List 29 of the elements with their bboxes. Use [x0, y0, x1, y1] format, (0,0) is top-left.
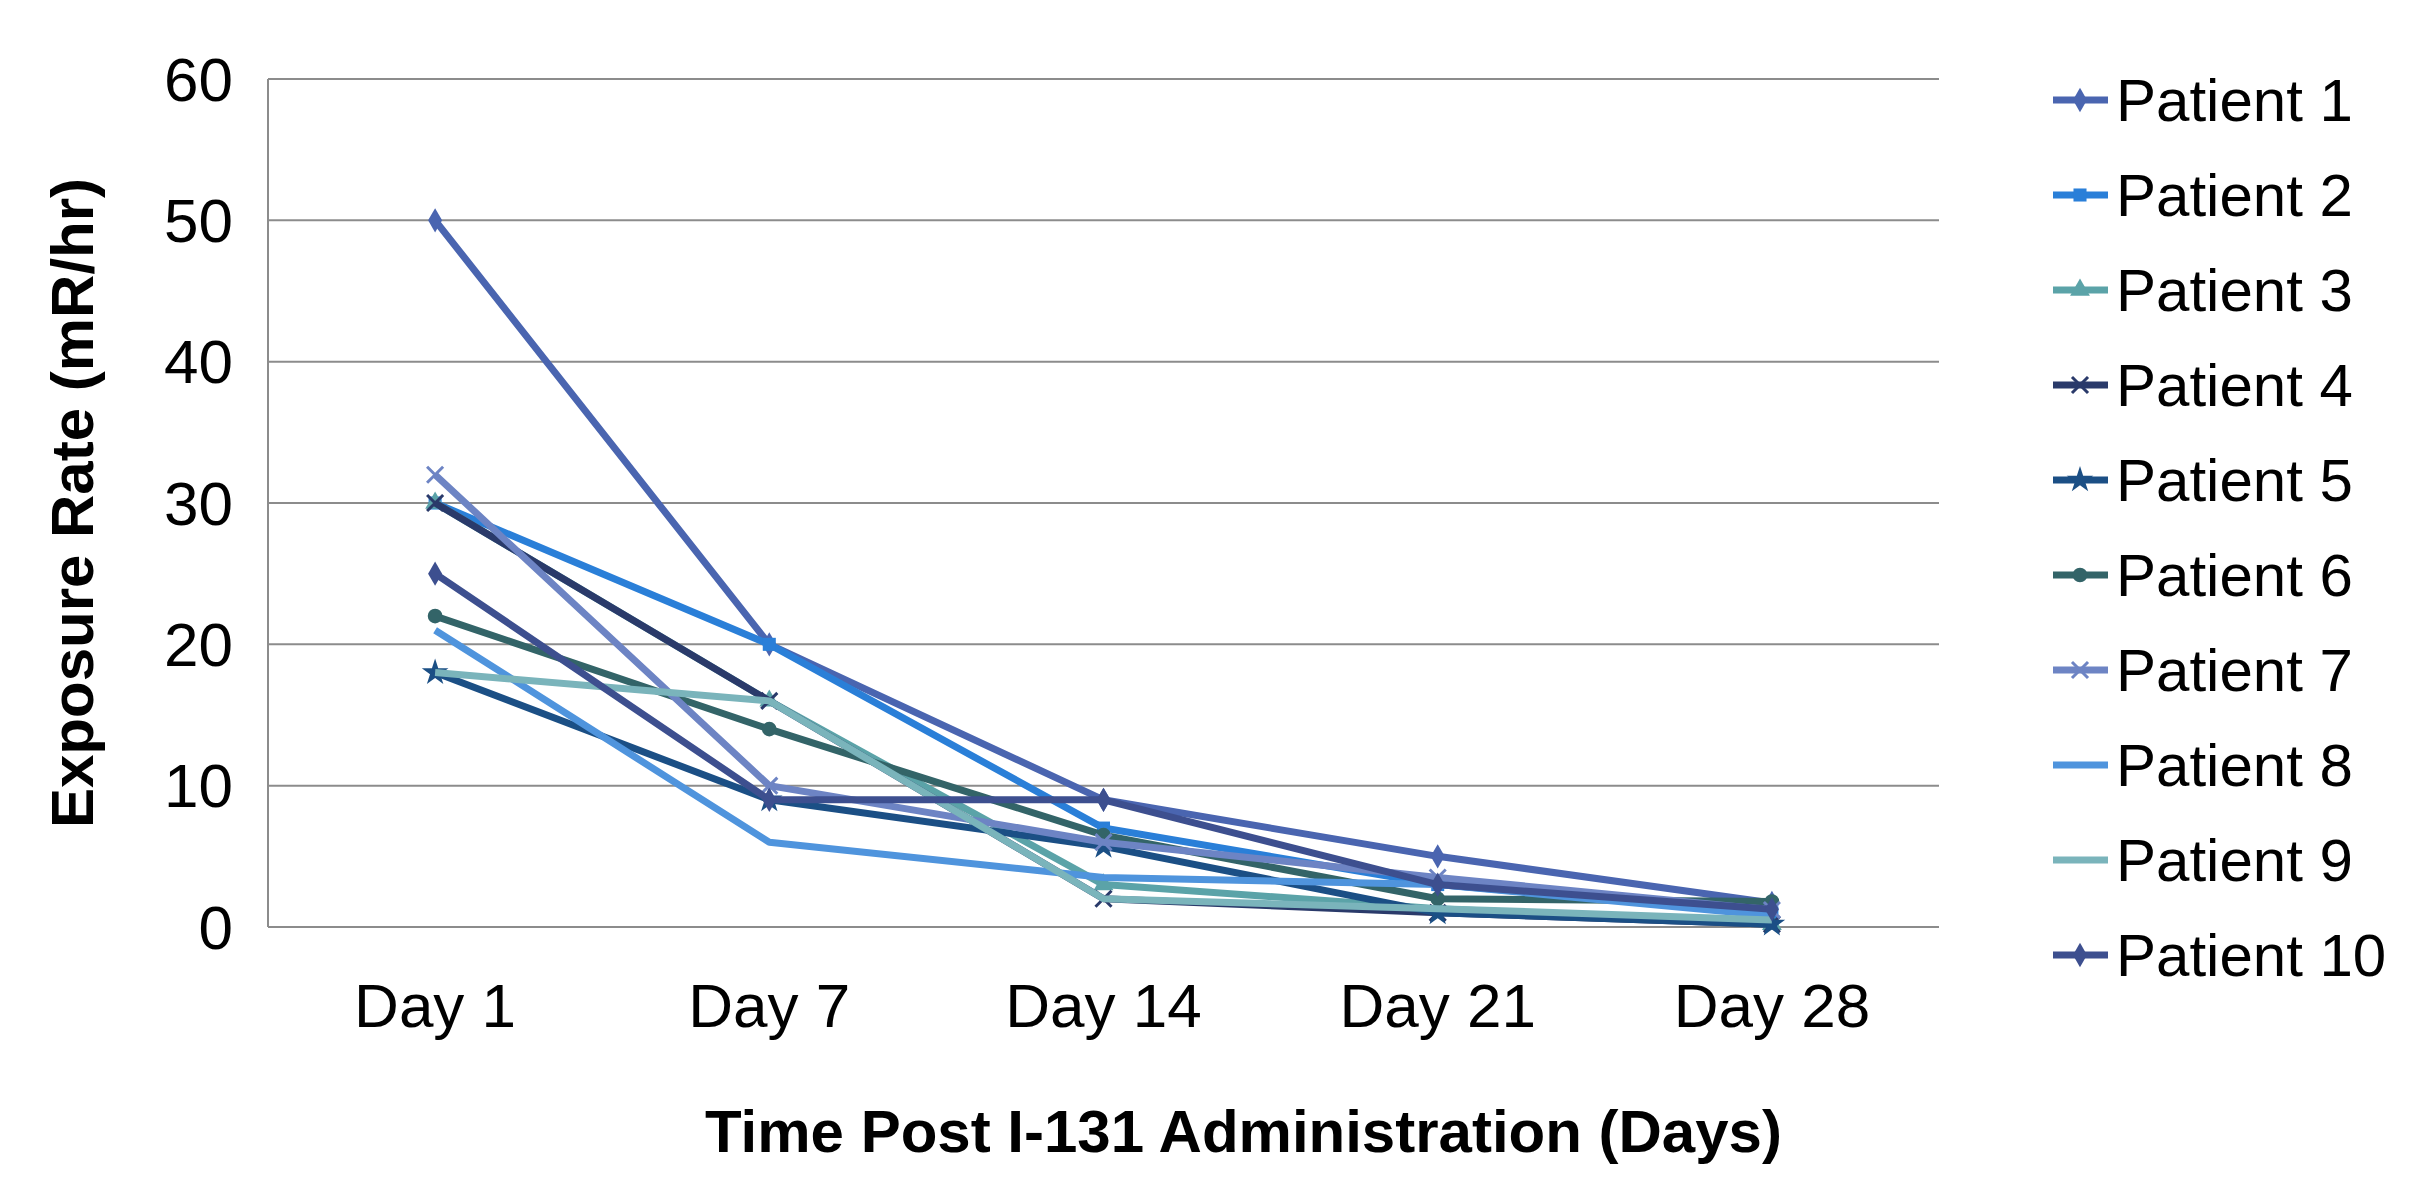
legend-label: Patient 2	[2116, 161, 2353, 229]
y-tick-label: 30	[164, 468, 233, 538]
point	[762, 637, 776, 651]
legend-label: Patient 1	[2116, 66, 2353, 134]
x-tick-label: Day 14	[1005, 971, 1202, 1040]
x-tick-label: Day 1	[354, 971, 517, 1040]
y-tick-label: 0	[198, 892, 233, 962]
point	[1093, 832, 1114, 852]
point	[425, 465, 445, 485]
x-tick-label: Day 7	[688, 971, 851, 1040]
x-tick-label: Day 28	[1673, 971, 1871, 1040]
legend-label: Patient 8	[2116, 731, 2353, 799]
x-tick-label: Day 21	[1339, 971, 1536, 1040]
y-tick-label: 50	[164, 185, 233, 255]
x-axis-title: Time Post I-131 Administration (Days)	[705, 1098, 1782, 1165]
legend-label: Patient 3	[2116, 256, 2353, 324]
legend-label: Patient 5	[2116, 446, 2353, 514]
point	[427, 608, 443, 624]
legend-label: Patient 10	[2116, 921, 2387, 989]
legend-label: Patient 4	[2116, 351, 2353, 419]
point	[761, 721, 777, 737]
y-axis-title: Exposure Rate (mR/hr)	[39, 177, 106, 829]
legend-label: Patient 6	[2116, 541, 2353, 609]
y-tick-label: 20	[164, 609, 233, 679]
y-tick-label: 10	[164, 751, 233, 821]
y-tick-label: 40	[164, 327, 233, 397]
y-tick-label: 60	[164, 44, 233, 114]
legend-label: Patient 9	[2116, 826, 2353, 894]
legend-label: Patient 7	[2116, 636, 2353, 704]
